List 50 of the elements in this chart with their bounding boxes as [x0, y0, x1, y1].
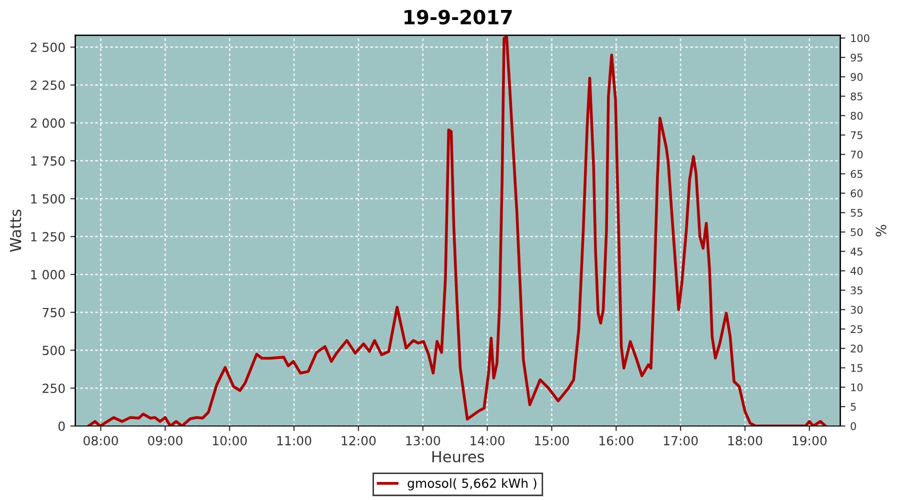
x-tick-label: 18:00 — [728, 436, 762, 446]
x-tick-label: 14:00 — [470, 436, 504, 446]
y-tick-label: 1 500 — [31, 194, 65, 204]
y2-tick-label: 55 — [850, 208, 862, 217]
x-tick-label: 17:00 — [664, 436, 698, 446]
y2-tick-label: 50 — [850, 228, 863, 236]
y2-tick-label: 5 — [850, 402, 856, 411]
x-tick-label: 12:00 — [342, 436, 376, 446]
x-tick-label: 08:00 — [84, 436, 118, 446]
y-tick-label: 1 000 — [31, 270, 65, 280]
y2-tick-label: 10 — [851, 383, 863, 392]
y2-tick-label: 40 — [850, 267, 863, 275]
x-tick-label: 10:00 — [212, 436, 247, 446]
y-tick-label: 1 250 — [31, 232, 65, 242]
y2-tick-label: 35 — [850, 286, 862, 294]
y2-tick-label: 0 — [850, 422, 856, 430]
y-tick-label: 250 — [42, 384, 65, 394]
y2-tick-label: 75 — [850, 131, 862, 140]
y2-tick-label: 65 — [850, 170, 862, 178]
y-tick-label: 500 — [42, 346, 65, 356]
y-tick-label: 750 — [42, 308, 65, 318]
x-tick-label: 19:00 — [792, 436, 827, 446]
y-tick-label: 2 250 — [30, 80, 65, 90]
chart-title: 19-9-2017 — [404, 10, 512, 24]
y2-tick-label: 30 — [850, 306, 863, 314]
x-axis-title: Heures — [432, 451, 484, 462]
legend-label: gmosol( 5,662 kWh ) — [408, 478, 536, 490]
y2-tick-label: 95 — [850, 54, 862, 62]
x-tick-label: 16:00 — [600, 436, 634, 446]
y-tick-label: 2 500 — [30, 42, 65, 52]
y2-tick-label: 80 — [850, 112, 863, 120]
x-tick-label: 15:00 — [535, 436, 569, 446]
y-tick-label: 1 750 — [31, 156, 65, 166]
line-series — [87, 35, 827, 426]
y2-tick-label: 20 — [850, 344, 863, 353]
y2-tick-label: 85 — [850, 92, 862, 100]
y2-tick-label: 60 — [850, 189, 863, 198]
x-tick-label: 11:00 — [277, 436, 312, 446]
y2-tick-label: 45 — [850, 248, 862, 256]
x-tick-label: 09:00 — [148, 436, 182, 446]
y-tick-label: 0 — [58, 421, 65, 431]
y2-axis-title: % — [876, 224, 886, 236]
y2-tick-label: 70 — [850, 150, 863, 159]
y2-tick-label: 100 — [851, 34, 870, 42]
x-tick-label: 13:00 — [406, 436, 440, 446]
y2-tick-label: 25 — [850, 325, 862, 334]
y-tick-label: 2 000 — [30, 118, 65, 128]
y-axis-title: Watts — [10, 210, 22, 252]
y2-tick-label: 90 — [850, 73, 863, 81]
y2-tick-label: 15 — [851, 364, 862, 372]
